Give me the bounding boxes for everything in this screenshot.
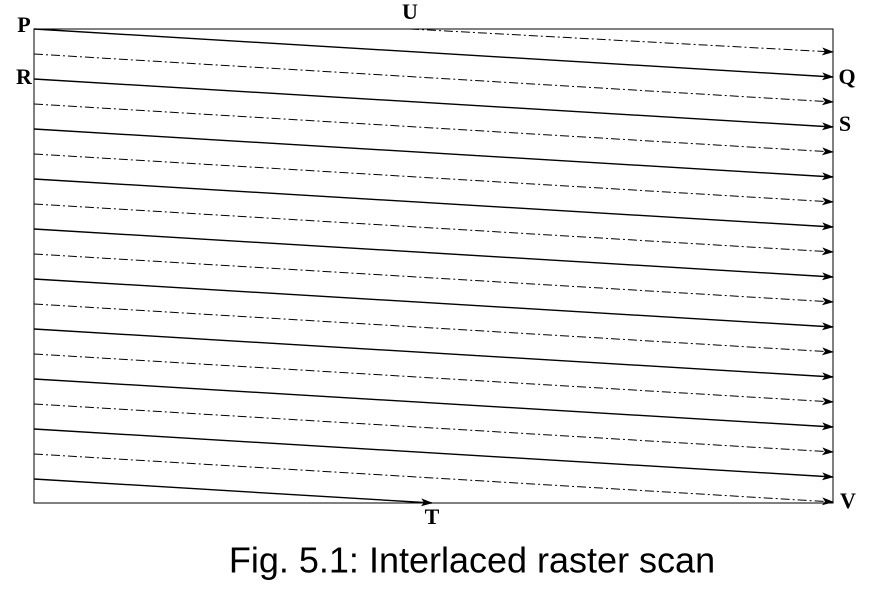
caption: Fig. 5.1: Interlaced raster scan	[229, 540, 715, 581]
odd-field-line	[33, 78, 834, 131]
even-field-line	[33, 303, 834, 356]
odd-field-line	[33, 178, 834, 231]
label-q: Q	[838, 64, 855, 89]
label-t: T	[425, 504, 440, 529]
odd-field-line	[33, 278, 834, 331]
odd-field-line	[33, 378, 834, 431]
odd-field-line	[33, 228, 834, 281]
label-p: P	[17, 12, 30, 37]
odd-field-line	[33, 28, 834, 81]
screen-frame	[33, 28, 834, 504]
odd-field-line	[33, 428, 834, 481]
even-field-line	[33, 353, 834, 406]
even-field-line	[409, 28, 834, 56]
label-v: V	[840, 488, 856, 513]
even-field-line	[33, 103, 834, 156]
label-u: U	[402, 0, 418, 24]
label-s: S	[839, 111, 851, 136]
odd-field-line	[33, 328, 834, 381]
even-field-line	[33, 453, 834, 506]
even-field-line	[33, 153, 834, 206]
even-field-line	[33, 203, 834, 256]
odd-field-line	[33, 128, 834, 181]
odd-field-line	[33, 478, 433, 507]
even-field-line	[33, 53, 834, 106]
scan-lines	[33, 28, 834, 507]
even-field-line	[33, 403, 834, 456]
even-field-line	[33, 253, 834, 306]
label-r: R	[16, 64, 33, 89]
